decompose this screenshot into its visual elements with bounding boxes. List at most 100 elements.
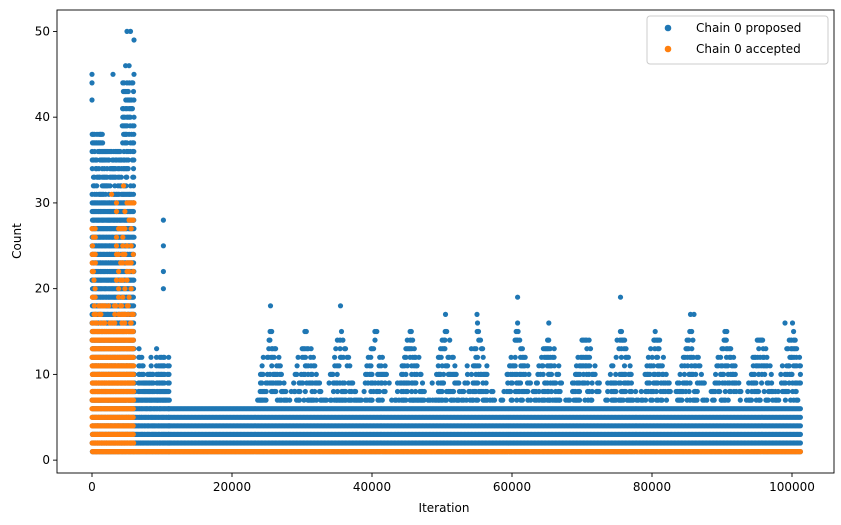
proposed-point — [512, 363, 518, 369]
proposed-point — [445, 363, 451, 369]
proposed-point — [336, 363, 342, 369]
proposed-point — [124, 174, 130, 180]
proposed-point — [372, 337, 378, 343]
proposed-point — [475, 380, 481, 386]
proposed-point — [484, 371, 490, 377]
proposed-point — [551, 354, 557, 360]
proposed-point — [450, 388, 457, 395]
proposed-point — [125, 88, 131, 95]
proposed-point — [259, 363, 265, 369]
proposed-point — [379, 354, 385, 360]
proposed-point — [441, 371, 447, 377]
plot-background — [57, 10, 834, 473]
proposed-point — [540, 363, 546, 369]
proposed-point — [383, 371, 389, 377]
proposed-point — [302, 388, 308, 395]
proposed-point — [118, 174, 124, 180]
proposed-point — [546, 337, 552, 343]
proposed-point — [267, 337, 273, 343]
proposed-point — [131, 277, 137, 283]
proposed-point — [312, 388, 318, 395]
proposed-point — [540, 371, 546, 377]
proposed-point — [477, 337, 484, 343]
proposed-point — [371, 346, 377, 352]
proposed-point — [117, 148, 123, 155]
proposed-point — [125, 166, 131, 172]
proposed-point — [659, 397, 665, 403]
proposed-point — [429, 380, 435, 386]
proposed-point — [686, 388, 692, 395]
proposed-point — [474, 320, 481, 326]
proposed-point — [656, 346, 662, 352]
proposed-point — [697, 363, 703, 369]
proposed-point — [596, 380, 602, 386]
proposed-point — [127, 114, 133, 120]
points-layer — [89, 28, 804, 455]
proposed-point — [148, 363, 154, 369]
proposed-point — [369, 397, 375, 403]
proposed-point — [440, 380, 447, 386]
proposed-point — [403, 371, 409, 377]
proposed-point — [131, 123, 137, 129]
proposed-point — [633, 388, 639, 395]
proposed-point — [519, 397, 526, 403]
proposed-point — [453, 371, 459, 377]
proposed-point — [694, 397, 700, 403]
proposed-point — [166, 397, 172, 403]
proposed-point — [596, 388, 602, 395]
proposed-point — [657, 337, 663, 343]
proposed-point — [622, 337, 628, 343]
proposed-point — [655, 354, 661, 360]
proposed-point — [131, 148, 137, 155]
proposed-point — [660, 354, 667, 360]
proposed-point — [558, 380, 565, 386]
proposed-point — [628, 371, 634, 377]
proposed-point — [500, 397, 506, 403]
proposed-point — [410, 337, 416, 343]
proposed-point — [382, 388, 388, 395]
proposed-point — [652, 328, 658, 335]
proposed-point — [277, 363, 283, 369]
proposed-point — [166, 363, 172, 369]
proposed-point — [131, 234, 137, 240]
proposed-point — [283, 388, 289, 395]
proposed-point — [444, 328, 450, 335]
proposed-point — [439, 388, 445, 395]
proposed-point — [628, 380, 635, 386]
proposed-point — [690, 337, 696, 343]
proposed-point — [136, 346, 142, 352]
proposed-point — [452, 363, 458, 369]
proposed-point — [379, 397, 385, 403]
proposed-point — [296, 397, 303, 403]
proposed-point — [587, 363, 593, 369]
proposed-point — [663, 371, 669, 377]
proposed-point — [131, 97, 137, 103]
proposed-point — [461, 388, 467, 395]
proposed-point — [316, 380, 323, 386]
proposed-point — [517, 337, 523, 343]
proposed-point — [713, 371, 719, 377]
proposed-point — [553, 380, 559, 386]
proposed-point — [124, 140, 130, 146]
proposed-point — [456, 380, 462, 386]
proposed-point — [509, 397, 515, 403]
proposed-point — [447, 337, 453, 343]
proposed-point — [408, 328, 414, 335]
proposed-point — [263, 388, 269, 395]
proposed-point — [140, 363, 146, 369]
proposed-point — [694, 388, 700, 395]
proposed-point — [679, 397, 685, 403]
proposed-point — [294, 363, 300, 369]
proposed-point — [161, 354, 167, 360]
proposed-point — [701, 380, 707, 386]
proposed-point — [438, 354, 444, 360]
proposed-point — [273, 388, 279, 395]
proposed-point — [130, 183, 137, 189]
proposed-point — [421, 388, 427, 395]
proposed-point — [621, 363, 628, 369]
proposed-point — [607, 371, 614, 377]
proposed-point — [368, 363, 374, 369]
proposed-point — [698, 371, 705, 377]
proposed-point — [667, 388, 673, 395]
